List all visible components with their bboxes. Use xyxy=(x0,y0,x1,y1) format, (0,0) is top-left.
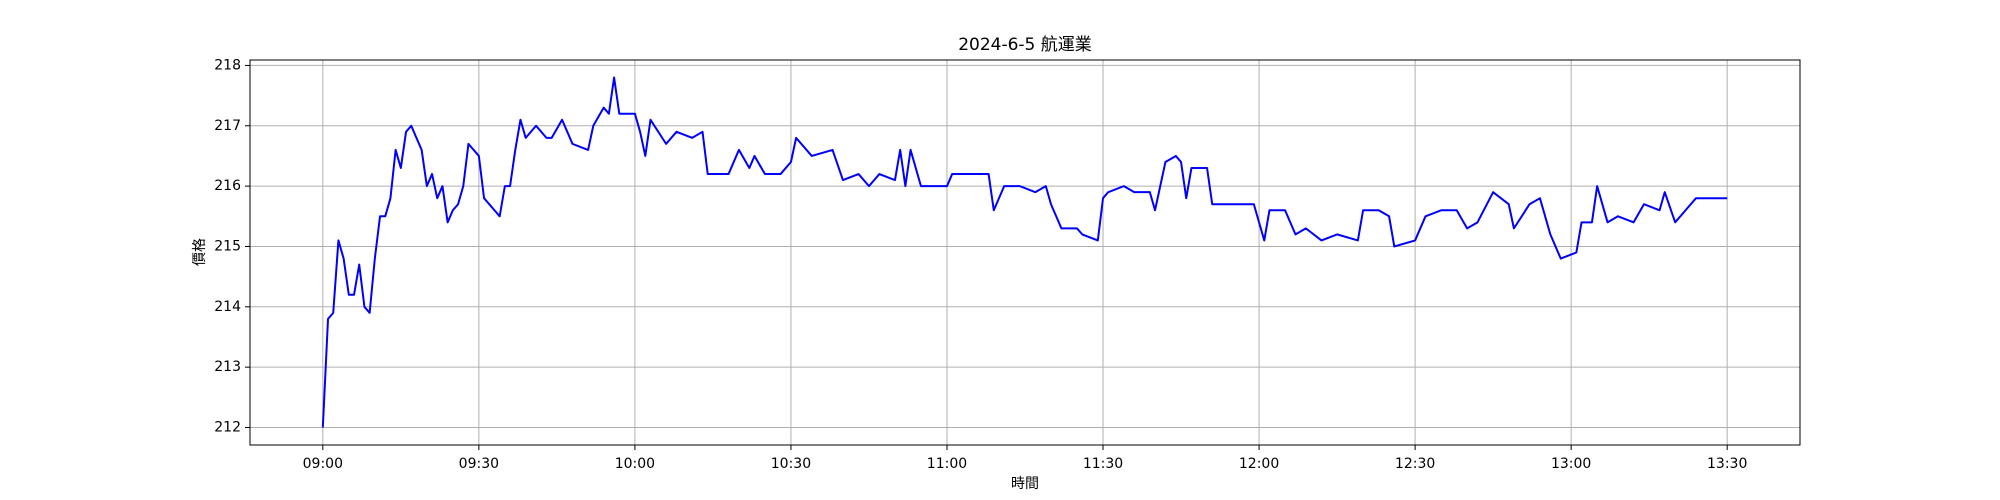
x-tick-label: 09:00 xyxy=(303,456,343,472)
x-tick-label: 13:30 xyxy=(1707,456,1747,472)
plot-frame xyxy=(249,59,1801,446)
x-tick-label: 10:00 xyxy=(615,456,655,472)
y-tick-label: 218 xyxy=(214,57,241,73)
x-axis-label: 時間 xyxy=(1011,476,1039,492)
x-tick-label: 12:30 xyxy=(1395,456,1435,472)
y-tick-label: 215 xyxy=(214,238,241,254)
x-tick-label: 11:30 xyxy=(1083,456,1123,472)
y-tick-label: 212 xyxy=(214,420,241,436)
y-tick-label: 217 xyxy=(214,118,241,134)
price-line xyxy=(321,76,1728,428)
x-tick-label: 12:00 xyxy=(1239,456,1279,472)
x-tick-label: 10:30 xyxy=(771,456,811,472)
y-axis-label: 價格 xyxy=(191,238,208,266)
x-tick-label: 11:00 xyxy=(927,456,967,472)
y-tick-label: 214 xyxy=(214,299,241,315)
y-tick-label: 213 xyxy=(214,359,241,375)
x-tick-label: 13:00 xyxy=(1551,456,1591,472)
x-tick-label: 09:30 xyxy=(459,456,499,472)
y-tick-label: 216 xyxy=(214,178,241,194)
chart-title: 2024-6-5 航運業 xyxy=(958,35,1092,55)
